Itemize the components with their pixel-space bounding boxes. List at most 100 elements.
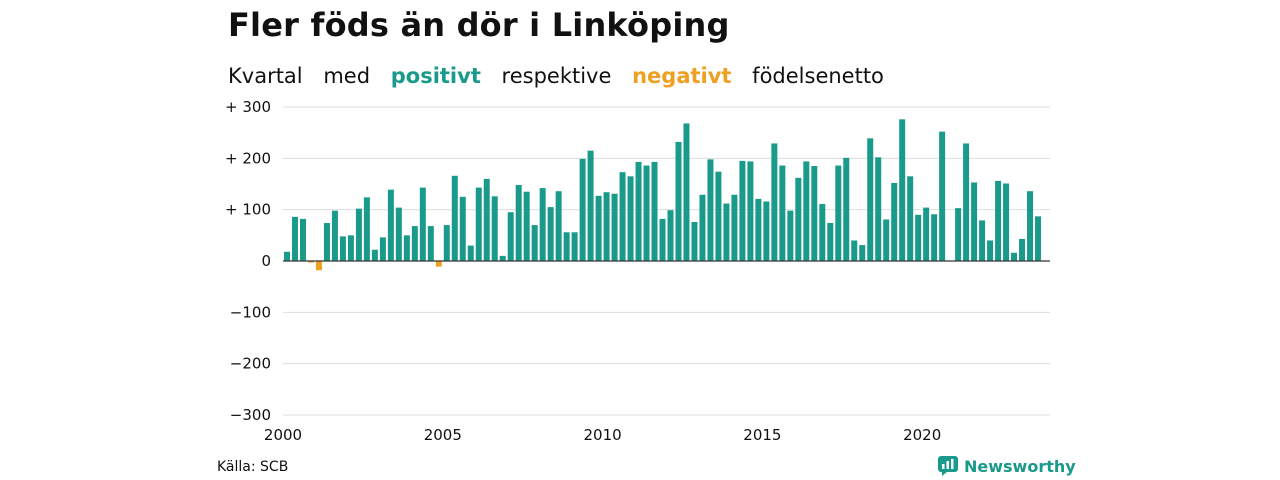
bar-2015Q1 [763,201,770,261]
bar-2002Q4 [371,249,378,261]
bar-2019Q3 [907,176,914,261]
y-tick-label: −300 [230,406,271,424]
bar-2012Q4 [691,221,698,261]
bar-2004Q1 [411,226,418,261]
bar-2003Q2 [387,189,394,261]
bar-2000Q3 [299,218,306,261]
newsworthy-logo-icon [938,456,958,476]
bar-2019Q4 [915,214,922,261]
bar-2000Q4 [307,261,314,263]
bar-2021Q2 [963,143,970,261]
bar-2023Q1 [1019,238,1026,261]
bar-2005Q3 [459,196,466,261]
bar-2001Q1 [315,261,322,271]
y-tick-label: 0 [261,252,271,270]
y-tick-label: −100 [230,303,271,321]
bar-2007Q4 [531,225,538,261]
bar-2011Q2 [643,165,650,261]
subtitle-word-positivt: positivt [390,64,481,88]
bar-2014Q1 [731,194,738,261]
bar-2020Q1 [923,207,930,261]
grid-lines [283,106,1050,416]
subtitle-word-med: med [323,64,371,88]
bar-2016Q3 [811,166,818,261]
bar-2009Q4 [595,195,602,261]
bar-2010Q3 [619,172,626,261]
bar-2023Q3 [1035,216,1042,261]
bar-2001Q2 [323,223,330,261]
bar-2017Q3 [843,157,850,261]
bar-2004Q4 [435,261,442,267]
bar-2017Q2 [835,165,842,261]
bar-2008Q3 [555,191,562,261]
bar-2005Q2 [451,175,458,261]
y-tick-label: + 300 [225,98,271,116]
bar-2022Q1 [987,240,994,261]
bar-2019Q2 [899,119,906,261]
bar-2012Q3 [683,123,690,261]
bar-2013Q4 [723,203,730,261]
bar-2004Q2 [419,187,426,261]
brand-name: Newsworthy [964,456,1076,476]
bar-2020Q2 [931,214,938,261]
bar-2016Q4 [819,204,826,261]
bar-2010Q2 [611,193,618,261]
bar-2003Q4 [403,235,410,261]
bar-2014Q4 [755,198,762,261]
bar-2021Q4 [979,220,986,261]
bar-2009Q2 [579,158,586,261]
newsworthy-logo: Newsworthy [938,456,1076,476]
bar-2011Q3 [651,161,658,261]
bar-2006Q3 [491,196,498,261]
bar-2001Q4 [339,236,346,261]
subtitle-word-respektive: respektive [501,64,612,88]
bar-2017Q4 [851,240,858,261]
bar-2002Q3 [363,197,370,261]
bar-2014Q2 [739,160,746,261]
bar-2003Q1 [379,237,386,261]
bar-2019Q1 [891,182,898,261]
bar-2018Q1 [859,245,866,261]
bar-series [284,119,1042,271]
bar-2007Q1 [507,212,514,261]
bar-2005Q4 [467,245,474,261]
y-tick-label: + 200 [225,149,271,167]
y-axis-ticks: + 300 + 200 + 100 0 −100 −200 −300 [225,98,271,424]
bar-2018Q3 [875,157,882,261]
subtitle-word-kvartal: Kvartal [228,64,303,88]
bar-2022Q3 [1003,183,1010,261]
bar-2008Q4 [563,232,570,261]
bar-2012Q2 [675,141,682,261]
bar-2008Q1 [539,188,546,261]
bar-2013Q1 [699,194,706,261]
bar-2010Q1 [603,192,610,261]
bar-2015Q4 [787,210,794,261]
bar-2022Q2 [995,180,1002,261]
subtitle-word-negativt: negativt [632,64,732,88]
x-tick-label: 2020 [903,426,941,444]
y-tick-label: + 100 [225,201,271,219]
bar-2011Q4 [659,218,666,261]
bar-2006Q1 [475,187,482,261]
bar-2022Q4 [1011,252,1018,261]
chart-subtitle: Kvartal med positivt respektive negativt… [228,64,898,88]
bar-2016Q2 [803,161,810,261]
x-tick-label: 2000 [264,426,302,444]
bar-2000Q2 [291,216,298,261]
bar-2006Q2 [483,178,490,261]
bar-2009Q1 [571,232,578,261]
bar-2003Q3 [395,207,402,261]
bar-2008Q2 [547,207,554,261]
subtitle-word-fodelsenetto: födelsenetto [752,64,884,88]
bar-2018Q2 [867,138,874,261]
source-note: Källa: SCB [217,459,289,475]
bar-2015Q3 [779,165,786,261]
bar-2018Q4 [883,219,890,261]
bar-2011Q1 [635,161,642,261]
bar-2000Q1 [284,251,290,261]
bar-2017Q1 [827,223,834,261]
bar-2002Q2 [355,208,362,261]
chart-title: Fler föds än dör i Linköping [228,6,730,44]
bar-2020Q3 [939,131,946,261]
